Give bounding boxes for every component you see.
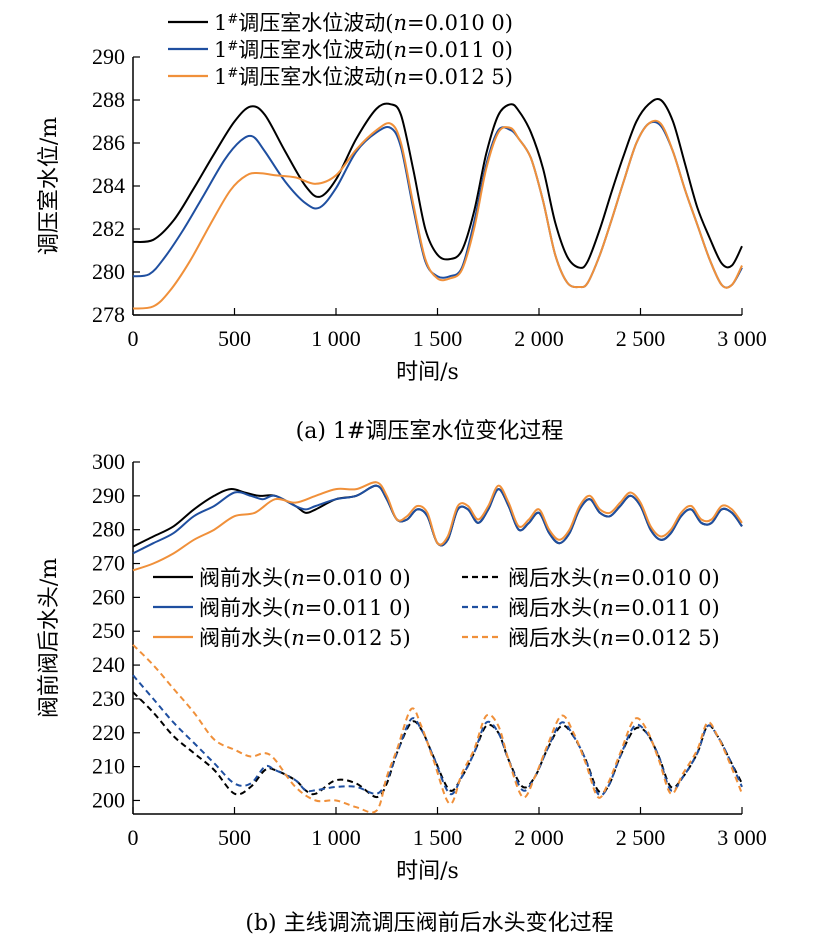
y-tick-label: 284 [92, 173, 125, 198]
x-tick-label: 2 500 [616, 825, 666, 850]
legend: 阀前水头(n=0.010 0) 阀前水头(n=0.011 0) 阀前水头(n=0.0… [153, 566, 720, 650]
x-tick-label: 3 000 [717, 825, 767, 850]
legend-label: 1#调压室水位波动(n=0.012 5) [214, 65, 513, 89]
series-line [132, 119, 743, 310]
x-tick-label: 2 000 [514, 825, 564, 850]
x-tick-label: 1 500 [413, 326, 463, 351]
y-tick-label: 260 [92, 584, 125, 609]
chart-caption: (b) 主线调流调压阀前后水头变化过程 [245, 911, 613, 936]
y-tick-label: 250 [92, 618, 125, 643]
series-line [132, 691, 743, 799]
y-tick-label: 286 [92, 130, 125, 155]
x-axis-label: 时间/s [396, 859, 459, 884]
chart-caption: (a) 1#调压室水位变化过程 [296, 419, 564, 444]
series-line [132, 644, 743, 814]
legend-label: 1#调压室水位波动(n=0.011 0) [214, 38, 513, 62]
y-tick-label: 282 [92, 216, 125, 241]
legend-label: 阀后水头(n=0.010 0) [508, 566, 720, 590]
y-tick-label: 240 [92, 652, 125, 677]
legend-label: 1#调压室水位波动(n=0.010 0) [214, 11, 513, 35]
y-axis-label: 调压室水位/m [37, 117, 62, 255]
x-axis-label: 时间/s [396, 360, 459, 385]
series-line [132, 484, 743, 555]
series-line [132, 484, 743, 548]
y-tick-label: 200 [92, 787, 125, 812]
legend: 1#调压室水位波动(n=0.010 0) 1#调压室水位波动(n=0.011 0)… [168, 11, 513, 89]
x-tick-label: 500 [218, 825, 251, 850]
y-tick-label: 210 [92, 754, 125, 779]
y-tick-label: 288 [92, 87, 125, 112]
x-tick-label: 500 [218, 326, 251, 351]
series-line [132, 481, 743, 572]
x-tick-label: 2 500 [616, 326, 666, 351]
y-tick-label: 290 [92, 483, 125, 508]
legend-label: 阀前水头(n=0.012 5) [199, 626, 411, 650]
legend-label: 阀前水头(n=0.011 0) [199, 596, 411, 620]
chart-a: 278 280 282 284 286 288 290 0 500 1 000 1 500 2 000… [37, 11, 767, 444]
y-tick-label: 280 [92, 517, 125, 542]
y-tick-label: 270 [92, 551, 125, 576]
x-tick-label: 1 000 [311, 326, 361, 351]
y-tick-label: 300 [92, 449, 125, 474]
chart-b: 200 210 220 230 240 250 260 270 280 290 300 0 500 1 0… [37, 449, 767, 936]
y-tick-label: 290 [92, 44, 125, 69]
x-tick-label: 0 [128, 825, 139, 850]
y-tick-label: 278 [92, 302, 125, 327]
legend-label: 阀后水头(n=0.011 0) [508, 596, 720, 620]
legend-label: 阀前水头(n=0.010 0) [199, 566, 411, 590]
series-line [132, 120, 743, 289]
x-tick-label: 2 000 [514, 326, 564, 351]
y-tick-label: 280 [92, 259, 125, 284]
series-line [132, 674, 743, 797]
x-tick-label: 1 000 [311, 825, 361, 850]
x-tick-label: 3 000 [717, 326, 767, 351]
x-tick-label: 0 [128, 326, 139, 351]
y-tick-label: 220 [92, 720, 125, 745]
y-tick-label: 230 [92, 686, 125, 711]
series-line [132, 97, 743, 269]
y-axis-label: 阀前阀后水头/m [37, 558, 62, 718]
x-tick-label: 1 500 [413, 825, 463, 850]
legend-label: 阀后水头(n=0.012 5) [508, 626, 720, 650]
